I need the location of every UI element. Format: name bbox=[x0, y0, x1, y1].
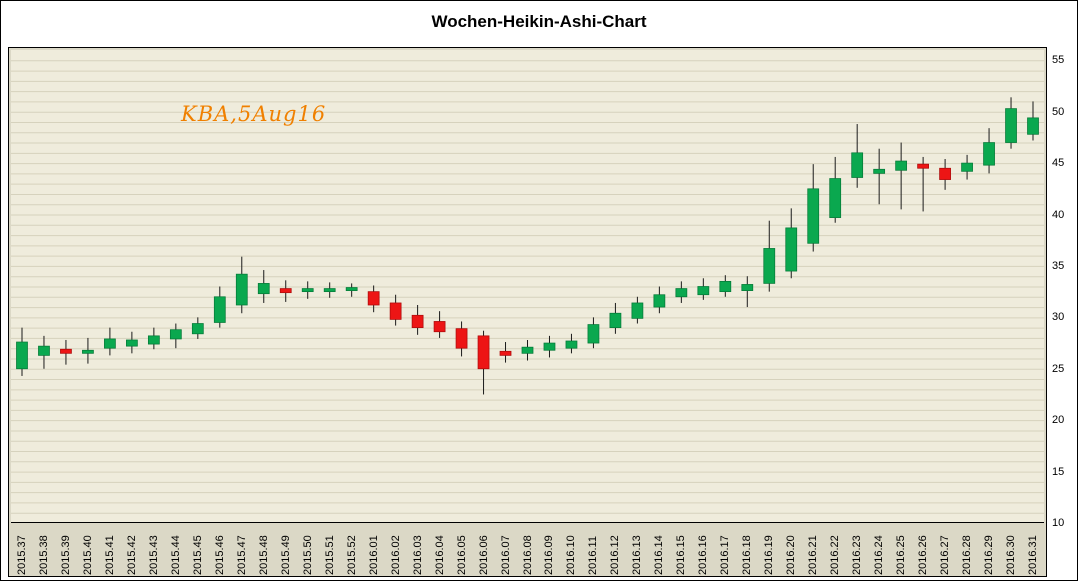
candle-body-up bbox=[763, 248, 776, 284]
candle-body-up bbox=[213, 296, 226, 323]
y-axis-label: 50 bbox=[1052, 105, 1065, 118]
candle-body-up bbox=[323, 288, 336, 293]
candle-body-down bbox=[477, 335, 490, 370]
y-axis-label: 10 bbox=[1052, 517, 1065, 529]
candle-body-up bbox=[301, 288, 314, 293]
candle-body-up bbox=[521, 346, 534, 354]
chart-annotation: KBA,5Aug16 bbox=[181, 102, 327, 126]
candle-body-up bbox=[191, 323, 204, 335]
candle-body-down bbox=[367, 291, 380, 306]
candle-body-up bbox=[631, 302, 644, 319]
candle-body-up bbox=[38, 345, 50, 356]
candle-body-up bbox=[653, 294, 666, 308]
candle-body-down bbox=[939, 167, 951, 180]
candle-body-up bbox=[895, 160, 908, 171]
candle-body-up bbox=[609, 312, 622, 329]
candle-body-up bbox=[565, 340, 578, 349]
candle-body-up bbox=[983, 142, 995, 166]
candle-body-up bbox=[147, 335, 160, 345]
candle-body-up bbox=[675, 288, 688, 298]
candle-body-down bbox=[279, 288, 292, 294]
candle-body-up bbox=[851, 152, 864, 178]
candle-body-up bbox=[719, 280, 732, 293]
y-axis-label: 45 bbox=[1052, 157, 1065, 170]
chart-title: Wochen-Heikin-Ashi-Chart bbox=[431, 12, 647, 31]
chart-frame: KBA,5Aug16 bbox=[8, 47, 1047, 577]
candle-body-up bbox=[235, 273, 248, 306]
candle-body-down bbox=[499, 350, 512, 356]
candle-body-down bbox=[455, 328, 468, 349]
candle-body-up bbox=[257, 283, 270, 295]
candle-body-up bbox=[126, 339, 138, 347]
candle-body-up bbox=[82, 349, 94, 354]
y-axis-label: 15 bbox=[1052, 465, 1065, 478]
candle-body-down bbox=[411, 314, 424, 329]
candle-body-up bbox=[741, 284, 754, 291]
candle-body-up bbox=[961, 162, 973, 172]
candlestick-chart-svg bbox=[11, 60, 1044, 523]
candle-body-up bbox=[1005, 108, 1017, 143]
candle-body-up bbox=[1027, 117, 1039, 135]
candle-body-up bbox=[785, 227, 798, 272]
candle-body-up bbox=[104, 338, 116, 349]
candle-body-up bbox=[873, 168, 886, 174]
candle-body-up bbox=[697, 286, 710, 296]
candle-body-down bbox=[389, 302, 402, 320]
candle-body-down bbox=[60, 348, 72, 354]
candle-body-up bbox=[169, 329, 182, 340]
plot-area: KBA,5Aug16 bbox=[11, 50, 1044, 523]
candle-body-up bbox=[829, 178, 842, 218]
candle-body-up bbox=[807, 188, 820, 244]
y-axis-label: 35 bbox=[1052, 259, 1065, 272]
y-axis-label: 55 bbox=[1052, 54, 1065, 67]
candle-body-down bbox=[433, 321, 446, 333]
candle-body-up bbox=[543, 342, 556, 351]
candle-body-up bbox=[345, 287, 358, 291]
y-axis-label: 20 bbox=[1052, 414, 1065, 427]
candle-body-down bbox=[917, 163, 929, 169]
y-axis-label: 25 bbox=[1052, 362, 1065, 375]
y-axis-label: 30 bbox=[1052, 311, 1065, 324]
y-axis-label: 40 bbox=[1052, 208, 1065, 221]
candle-body-up bbox=[16, 341, 28, 370]
candle-body-up bbox=[587, 324, 600, 344]
